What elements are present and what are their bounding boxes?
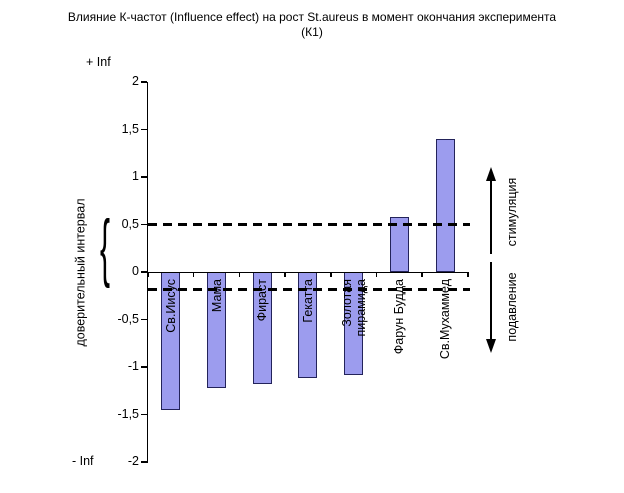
y-tick-mark xyxy=(141,176,147,178)
category-label: Золотая пирамида xyxy=(339,279,369,429)
chart-title: Влияние К-частот (Influence effect) на р… xyxy=(0,10,624,40)
category-label-text: Св.Иисус xyxy=(163,279,178,333)
y-tick-label: -0,5 xyxy=(117,311,139,326)
stimulation-up-arrow-icon xyxy=(486,167,496,254)
category-label-text: Гекатта xyxy=(300,279,315,323)
y-tick-mark xyxy=(141,461,147,463)
category-label: Гекатта xyxy=(293,279,323,429)
x-tick-mark xyxy=(192,272,195,277)
x-tick-mark xyxy=(421,272,423,277)
x-tick-mark xyxy=(375,272,378,277)
category-label-text: Золотая пирамида xyxy=(339,279,368,337)
category-label-text: Мама xyxy=(209,279,224,313)
category-label-text: Фарун Будда xyxy=(392,279,407,355)
y-tick-label: 1 xyxy=(132,169,139,183)
bar xyxy=(389,216,409,272)
category-label: Св.Мухаммед xyxy=(430,279,460,429)
bar xyxy=(435,139,455,272)
y-tick-label: 0,5 xyxy=(121,216,139,231)
y-tick-label: 0 xyxy=(132,264,139,278)
arrowhead-up-icon xyxy=(486,167,496,181)
reference-dashed-line xyxy=(148,287,470,291)
category-label: Фираст xyxy=(247,279,277,429)
arrow-shaft xyxy=(490,262,492,341)
category-label: Мама xyxy=(202,279,232,429)
arrow-shaft xyxy=(490,179,492,254)
y-tick-mark xyxy=(141,271,147,273)
y-tick-mark xyxy=(141,223,147,226)
y-tick-mark xyxy=(141,413,147,416)
chart-title-line2: (К1) xyxy=(301,25,323,39)
suppression-label: подавление xyxy=(505,272,519,342)
reference-dashed-line xyxy=(148,223,470,226)
y-tick-mark xyxy=(141,366,147,368)
plus-inf-label: + Inf xyxy=(86,55,111,69)
y-tick-label: -2 xyxy=(127,454,139,468)
y-tick-label: 1,5 xyxy=(121,121,139,136)
x-tick-mark xyxy=(467,272,469,277)
x-tick-mark xyxy=(238,272,241,277)
y-tick-label: 2 xyxy=(132,74,139,88)
stimulation-label: стимуляция xyxy=(505,177,519,247)
x-tick-mark xyxy=(147,272,149,277)
y-tick-mark xyxy=(141,128,147,131)
confidence-interval-brace: { xyxy=(99,204,111,289)
category-label: Фарун Будда xyxy=(384,279,414,429)
y-tick-label: -1 xyxy=(127,359,139,373)
suppression-down-arrow-icon xyxy=(486,262,496,353)
y-tick-mark xyxy=(141,318,147,321)
zero-axis-line xyxy=(148,271,468,273)
category-label-text: Св.Мухаммед xyxy=(438,279,453,360)
minus-inf-label: - Inf xyxy=(72,454,94,468)
category-label: Св.Иисус xyxy=(156,279,186,429)
arrowhead-down-icon xyxy=(486,339,496,353)
y-tick-mark xyxy=(141,81,147,83)
chart-title-line1: Влияние К-частот (Influence effect) на р… xyxy=(67,10,557,24)
y-tick-label: -1,5 xyxy=(117,406,139,421)
category-label-text: Фираст xyxy=(255,279,270,322)
x-tick-mark xyxy=(330,272,332,277)
x-tick-mark xyxy=(284,272,286,277)
